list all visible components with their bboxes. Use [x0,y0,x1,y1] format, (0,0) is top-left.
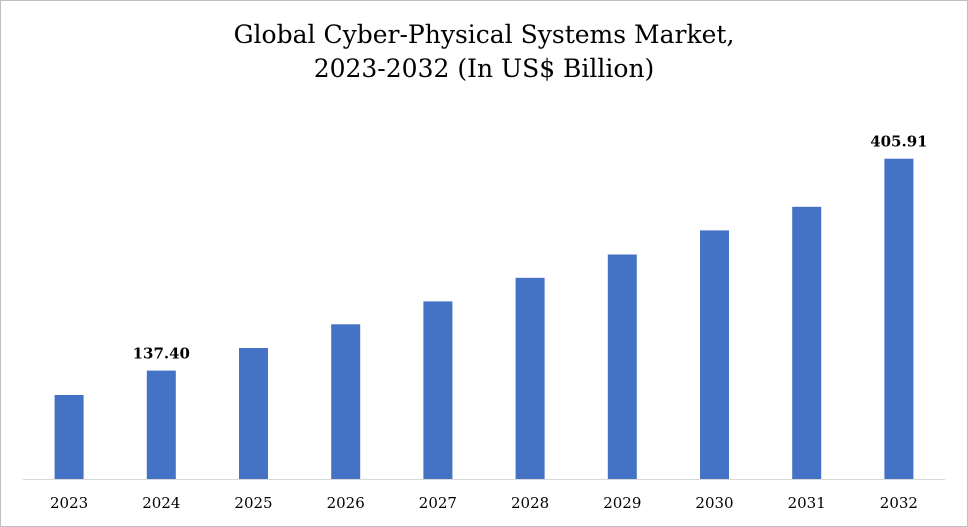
data-labels: 137.40 405.91 [133,133,928,363]
bar-2027 [423,301,453,479]
bar-2032 [884,158,914,479]
x-tick-label-2024: 2024 [142,494,180,512]
bar-2029 [607,254,637,479]
x-tick-label-2026: 2026 [327,494,365,512]
x-tick-label-2032: 2032 [880,494,918,512]
bar-series [54,158,914,480]
bar-2024 [146,370,176,479]
x-tick-label-2025: 2025 [234,494,272,512]
chart-title-line-1: Global Cyber-Physical Systems Market, [233,20,735,49]
bar-2023 [54,395,84,479]
x-tick-label-2027: 2027 [419,494,457,512]
x-tick-label-2028: 2028 [511,494,549,512]
x-tick-label-2031: 2031 [788,494,826,512]
x-tick-labels: 2023 2024 2025 2026 2027 2028 2029 2030 2031 2032 [50,494,918,512]
chart-title-line-2: 2023-2032 (In US$ Billion) [313,54,655,83]
data-label-2032: 405.91 [870,133,927,151]
bar-2028 [515,277,545,479]
bar-2030 [700,230,729,479]
x-tick-label-2023: 2023 [50,494,88,512]
data-label-2024: 137.40 [133,345,190,363]
bar-2025 [239,348,268,479]
bar-2026 [331,324,361,479]
x-tick-label-2029: 2029 [603,494,641,512]
x-tick-label-2030: 2030 [695,494,733,512]
bar-2031 [792,206,822,480]
